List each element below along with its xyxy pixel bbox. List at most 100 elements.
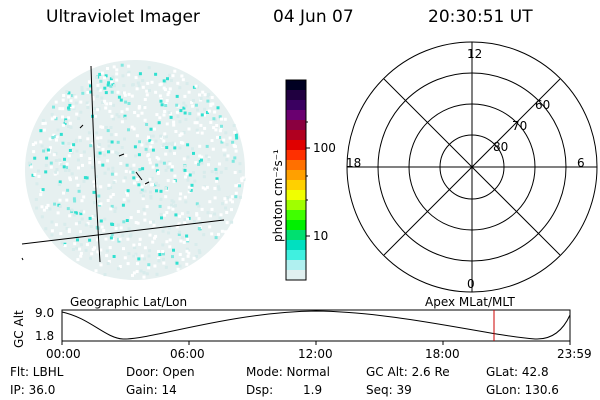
speckle-pixel [123, 137, 126, 141]
speckle-pixel [52, 105, 55, 109]
speckle-pixel [238, 170, 242, 173]
dsp-status-label: Dsp: [246, 383, 274, 397]
speckle-pixel [74, 101, 78, 105]
speckle-pixel [115, 72, 119, 76]
speckle-pixel [234, 191, 238, 195]
speckle-pixel [152, 220, 155, 224]
filter-status: Flt: LBHL [10, 365, 64, 379]
speckle-pixel [216, 106, 220, 110]
colorbar-segment [286, 240, 306, 251]
speckle-pixel [68, 103, 72, 107]
speckle-pixel [45, 206, 49, 210]
speckle-pixel [191, 99, 195, 102]
colorbar-segment [286, 210, 306, 221]
speckle-pixel [88, 161, 92, 165]
speckle-pixel [87, 131, 91, 135]
time-tick-0: 00:00 [46, 347, 81, 361]
orbit-plot [61, 309, 571, 345]
speckle-pixel [104, 106, 108, 110]
speckle-pixel [109, 84, 113, 88]
speckle-pixel [156, 172, 160, 175]
speckle-pixel [151, 240, 155, 244]
speckle-pixel [181, 78, 185, 82]
speckle-pixel [132, 163, 136, 167]
speckle-pixel [110, 140, 114, 144]
speckle-pixel [130, 94, 134, 98]
speckle-pixel [132, 254, 136, 258]
speckle-pixel [168, 245, 172, 249]
speckle-pixel [116, 90, 120, 94]
speckle-pixel [107, 79, 111, 83]
speckle-pixel [115, 68, 119, 72]
speckle-pixel [109, 236, 113, 240]
lat-label-70: 70 [512, 119, 528, 133]
lat-label-60: 60 [535, 98, 551, 112]
speckle-pixel [98, 151, 102, 155]
speckle-pixel [238, 184, 241, 188]
speckle-pixel [110, 233, 114, 236]
speckle-pixel [109, 133, 113, 137]
speckle-pixel [41, 188, 45, 192]
speckle-pixel [41, 122, 45, 125]
clock-label-18: 18 [346, 156, 362, 170]
speckle-pixel [151, 148, 155, 152]
speckle-pixel [171, 207, 175, 211]
speckle-pixel [203, 187, 207, 191]
speckle-pixel [142, 257, 146, 261]
speckle-pixel [85, 176, 89, 180]
speckle-pixel [106, 67, 109, 70]
speckle-pixel [185, 82, 189, 86]
speckle-pixel [126, 262, 130, 266]
speckle-pixel [178, 264, 182, 268]
ip-status: IP: 36.0 [10, 383, 56, 397]
speckle-pixel [135, 87, 139, 91]
speckle-pixel [171, 255, 174, 259]
speckle-pixel [50, 220, 54, 224]
speckle-pixel [132, 243, 136, 247]
speckle-pixel [215, 179, 219, 183]
speckle-pixel [82, 150, 86, 154]
speckle-pixel [199, 97, 203, 101]
speckle-pixel [117, 239, 121, 243]
speckle-pixel [34, 198, 38, 201]
speckle-pixel [166, 179, 170, 183]
speckle-pixel [93, 246, 96, 250]
dsp-status-value: 1.9 [303, 383, 323, 397]
speckle-pixel [68, 149, 72, 152]
speckle-pixel [86, 105, 90, 109]
speckle-pixel [174, 204, 177, 208]
speckle-pixel [79, 243, 83, 247]
colorbar-segment [286, 270, 306, 281]
speckle-pixel [195, 213, 199, 217]
speckle-pixel [184, 117, 188, 121]
speckle-pixel [223, 197, 227, 201]
speckle-pixel [122, 179, 126, 183]
speckle-pixel [65, 227, 69, 231]
speckle-pixel [123, 176, 127, 180]
speckle-pixel [177, 233, 181, 236]
speckle-pixel [179, 132, 183, 136]
speckle-pixel [154, 90, 158, 94]
speckle-pixel [131, 83, 134, 87]
speckle-pixel [77, 166, 80, 170]
speckle-pixel [218, 216, 222, 220]
speckle-pixel [219, 213, 223, 217]
speckle-pixel [223, 117, 227, 121]
speckle-pixel [238, 162, 242, 166]
speckle-pixel [107, 139, 111, 143]
speckle-pixel [210, 232, 214, 236]
time-tick-1: 06:00 [170, 347, 205, 361]
speckle-pixel [213, 110, 217, 114]
speckle-pixel [66, 207, 70, 211]
speckle-pixel [127, 70, 131, 74]
speckle-pixel [39, 193, 43, 197]
speckle-pixel [71, 105, 75, 109]
speckle-pixel [90, 252, 94, 256]
speckle-pixel [193, 179, 197, 183]
speckle-pixel [147, 89, 151, 92]
speckle-pixel [155, 169, 159, 173]
colorbar-segment [286, 120, 306, 131]
speckle-pixel [85, 243, 89, 247]
speckle-pixel [218, 129, 222, 133]
speckle-pixel [126, 193, 129, 197]
